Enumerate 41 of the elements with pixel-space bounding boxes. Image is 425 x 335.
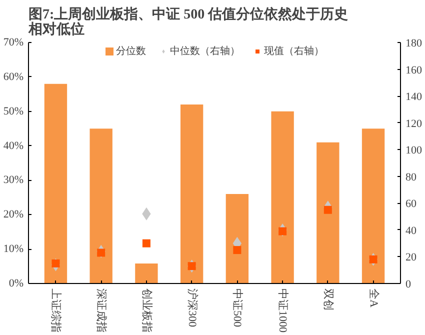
x-tick-label: 深证成指 — [95, 288, 108, 332]
bar — [135, 264, 158, 284]
point — [324, 206, 332, 214]
y2-tick-label: 140 — [406, 91, 422, 104]
legend-label: 中位数（右轴） — [170, 44, 240, 58]
bar — [90, 128, 112, 284]
bar — [316, 142, 340, 284]
y2-tick-label: 40 — [406, 224, 417, 237]
bar — [44, 84, 68, 284]
y-tick-label: 60% — [3, 70, 24, 83]
y-tick-label: 50% — [3, 105, 24, 118]
y-tick-label: 20% — [3, 208, 24, 221]
legend-label: 分位数 — [116, 45, 146, 58]
y2-tick-label: 160 — [406, 64, 422, 76]
x-tick-label: 双创 — [322, 288, 334, 310]
x-tick-label: 沪深300 — [186, 288, 199, 328]
chart-title: 图7:上周创业板指、中证 500 估值分位依然处于历史相对低位 — [28, 6, 348, 38]
y-tick-label: 40% — [3, 140, 24, 152]
bar — [180, 104, 204, 284]
y2-tick-label: 60 — [406, 198, 417, 210]
y2-tick-label: 100 — [406, 144, 422, 157]
bar — [226, 194, 249, 284]
y2-tick-label: 0 — [406, 278, 412, 290]
x-tick-label: 中证1000 — [276, 288, 290, 333]
x-tick-label: 中证500 — [231, 288, 244, 328]
y-tick-label: 70% — [3, 36, 24, 48]
bar — [271, 111, 294, 284]
x-tick-label: 创业板指 — [140, 288, 154, 332]
bar — [362, 128, 385, 284]
y2-tick-label: 20 — [406, 252, 417, 264]
y-tick-label: 10% — [3, 243, 24, 256]
y2-tick-label: 120 — [406, 118, 422, 130]
y2-tick-label: 180 — [406, 38, 422, 50]
legend-label: 现值（右轴） — [264, 44, 324, 58]
point — [142, 239, 150, 248]
x-tick-label: 全A — [367, 288, 380, 308]
x-tick-label: 上证综指 — [50, 288, 63, 332]
y-tick-label: 30% — [3, 174, 24, 186]
y-tick-label: 0% — [8, 278, 24, 290]
y2-tick-label: 80 — [406, 171, 417, 184]
point — [233, 246, 242, 254]
